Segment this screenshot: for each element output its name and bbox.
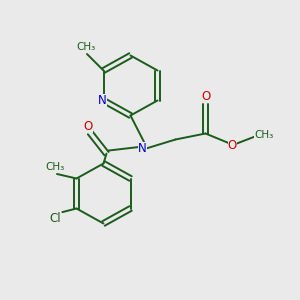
Text: N: N xyxy=(138,142,147,155)
Text: O: O xyxy=(202,90,211,104)
Text: O: O xyxy=(84,119,93,133)
Text: O: O xyxy=(228,139,237,152)
Text: CH₃: CH₃ xyxy=(76,42,95,52)
Text: Cl: Cl xyxy=(50,212,61,225)
Text: CH₃: CH₃ xyxy=(45,162,64,172)
Text: N: N xyxy=(98,94,107,107)
Text: CH₃: CH₃ xyxy=(254,130,274,140)
